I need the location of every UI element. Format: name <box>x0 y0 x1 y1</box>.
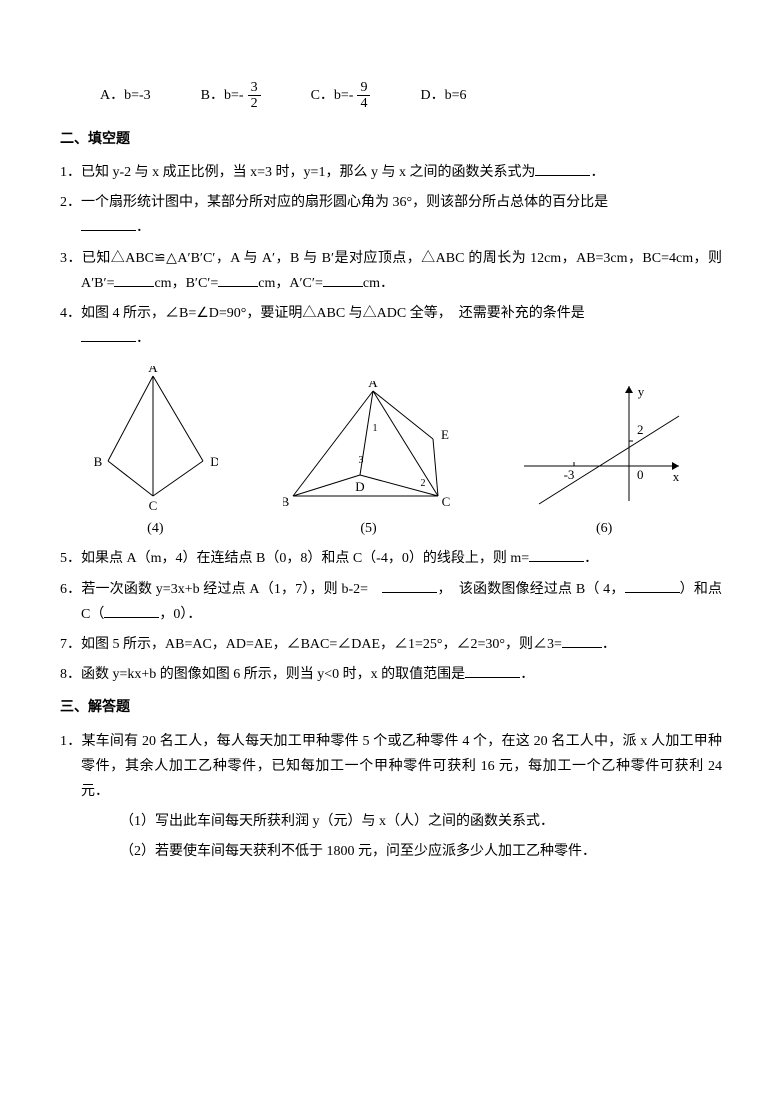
svg-text:C: C <box>148 498 157 511</box>
option-c-prefix: C．b=- <box>311 83 354 108</box>
fill-q4-text: 4．如图 4 所示，∠B=∠D=90°，要证明△ABC 与△ADC 全等， 还需… <box>60 306 585 321</box>
frac-c-num: 9 <box>357 80 370 96</box>
fill-q3-end: cm． <box>363 276 394 291</box>
section-3-title: 三、解答题 <box>60 695 722 720</box>
blank <box>465 664 520 678</box>
fill-q3: 3．已知△ABC≌△A′B′C′，A 与 A′，B 与 B′是对应顶点，△ABC… <box>60 246 722 296</box>
fill-q6-end: ，0）． <box>159 607 201 622</box>
fill-q5-end: ． <box>584 551 598 566</box>
fill-q1: 1．已知 y-2 与 x 成正比例，当 x=3 时，y=1，那么 y 与 x 之… <box>60 160 722 185</box>
figure-4: A B C D (4) <box>93 366 218 541</box>
blank <box>625 579 680 593</box>
svg-text:1: 1 <box>373 423 378 434</box>
figure-5: A B C D E 1 2 3 (5) <box>283 381 453 541</box>
fill-q7: 7．如图 5 所示，AB=AC，AD=AE，∠BAC=∠DAE，∠1=25°，∠… <box>60 632 722 657</box>
option-a: A．b=-3 <box>100 83 151 108</box>
figure-4-svg: A B C D <box>93 366 218 511</box>
fill-q1-end: ． <box>590 165 604 180</box>
fill-q6-text: 6．若一次函数 y=3x+b 经过点 A（1，7），则 b-2= <box>60 582 382 597</box>
fill-q6: 6．若一次函数 y=3x+b 经过点 A（1，7），则 b-2= ， 该函数图像… <box>60 577 722 627</box>
option-b-prefix: B．b=- <box>201 83 244 108</box>
blank <box>535 162 590 176</box>
svg-text:C: C <box>442 494 451 509</box>
svg-text:-3: -3 <box>564 467 575 482</box>
fill-q3-mid1: cm，B′C′= <box>154 276 218 291</box>
fill-q2: 2．一个扇形统计图中，某部分所对应的扇形圆心角为 36°，则该部分所占总体的百分… <box>60 190 722 240</box>
blank <box>382 579 437 593</box>
svg-text:A: A <box>369 381 379 390</box>
fill-q2-text: 2．一个扇形统计图中，某部分所对应的扇形圆心角为 36°，则该部分所占总体的百分… <box>60 195 608 210</box>
svg-text:0: 0 <box>637 467 644 482</box>
svg-text:E: E <box>442 427 450 442</box>
svg-text:2: 2 <box>637 422 644 437</box>
fill-q5-text: 5．如果点 A（m，4）在连结点 B（0，8）和点 C（-4，0）的线段上，则 … <box>60 551 529 566</box>
figure-6: -3 2 0 x y (6) <box>519 381 689 541</box>
figure-5-svg: A B C D E 1 2 3 <box>283 381 453 511</box>
blank <box>114 273 154 287</box>
frac-c-den: 4 <box>357 96 370 111</box>
svg-text:2: 2 <box>421 478 426 489</box>
fill-q8-text: 8．函数 y=kx+b 的图像如图 6 所示，则当 y<0 时，x 的取值范围是 <box>60 667 465 682</box>
figure-6-label: (6) <box>596 516 612 541</box>
svg-text:D: D <box>356 479 365 494</box>
fill-q1-text: 1．已知 y-2 与 x 成正比例，当 x=3 时，y=1，那么 y 与 x 之… <box>60 165 535 180</box>
option-b: B．b=- 3 2 <box>201 80 261 112</box>
blank <box>104 604 159 618</box>
fraction-c: 9 4 <box>357 80 370 112</box>
figure-4-label: (4) <box>147 516 163 541</box>
figures-row: A B C D (4) A B C D E 1 2 3 (5) -3 2 0 x y (6) <box>60 366 722 541</box>
blank <box>323 273 363 287</box>
fraction-b: 3 2 <box>248 80 261 112</box>
fill-q4: 4．如图 4 所示，∠B=∠D=90°，要证明△ABC 与△ADC 全等， 还需… <box>60 301 722 351</box>
solve-q1-1: （1）写出此车间每天所获利润 y（元）与 x（人）之间的函数关系式． <box>60 809 722 834</box>
fill-q7-text: 7．如图 5 所示，AB=AC，AD=AE，∠BAC=∠DAE，∠1=25°，∠… <box>60 637 562 652</box>
figure-6-svg: -3 2 0 x y <box>519 381 689 511</box>
solve-q1: 1．某车间有 20 名工人，每人每天加工甲种零件 5 个或乙种零件 4 个，在这… <box>60 729 722 805</box>
svg-text:D: D <box>210 454 218 469</box>
svg-text:A: A <box>148 366 158 375</box>
fill-q6-mid: ， 该函数图像经过点 B（ 4， <box>437 582 624 597</box>
option-c: C．b=- 9 4 <box>311 80 371 112</box>
solve-q1-2: （2）若要使车间每天获利不低于 1800 元，问至少应派多少人加工乙种零件． <box>60 839 722 864</box>
fill-q2-end: ． <box>136 220 150 235</box>
options-row: A．b=-3 B．b=- 3 2 C．b=- 9 4 D．b=6 <box>60 80 722 112</box>
fill-q8: 8．函数 y=kx+b 的图像如图 6 所示，则当 y<0 时，x 的取值范围是… <box>60 662 722 687</box>
blank <box>529 548 584 562</box>
blank <box>562 634 602 648</box>
svg-text:3: 3 <box>359 455 364 466</box>
section-2-title: 二、填空题 <box>60 127 722 152</box>
fill-q3-mid2: cm，A′C′= <box>258 276 323 291</box>
fill-q7-end: ． <box>602 637 616 652</box>
fill-q8-end: ． <box>520 667 534 682</box>
fill-q5: 5．如果点 A（m，4）在连结点 B（0，8）和点 C（-4，0）的线段上，则 … <box>60 546 722 571</box>
fill-q4-end: ． <box>136 331 150 346</box>
blank <box>81 217 136 231</box>
svg-text:B: B <box>93 454 102 469</box>
frac-b-num: 3 <box>248 80 261 96</box>
blank <box>218 273 258 287</box>
svg-text:x: x <box>673 469 680 484</box>
frac-b-den: 2 <box>248 96 261 111</box>
option-d: D．b=6 <box>420 83 466 108</box>
figure-5-label: (5) <box>360 516 376 541</box>
svg-text:y: y <box>638 384 645 399</box>
svg-text:B: B <box>283 494 290 509</box>
blank <box>81 328 136 342</box>
